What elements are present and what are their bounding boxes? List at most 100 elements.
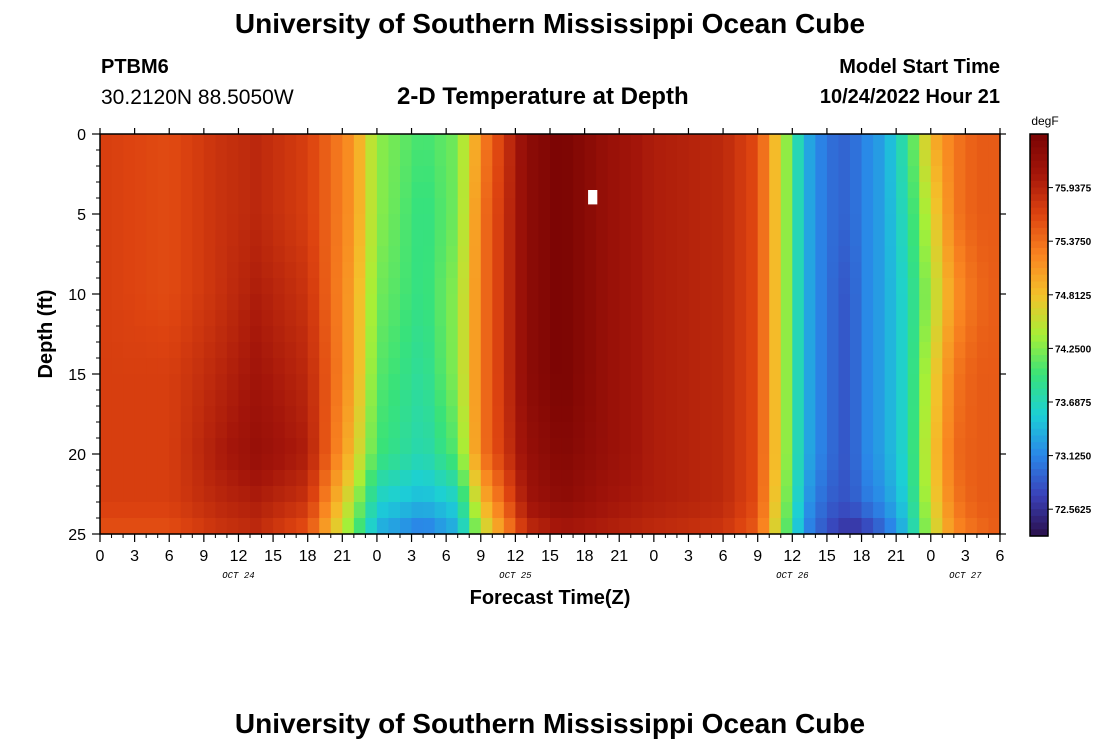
heatmap-cell [700, 518, 713, 535]
heatmap-cell [653, 182, 666, 199]
heatmap-cell [873, 518, 886, 535]
heatmap-cell [284, 502, 297, 519]
heatmap-cell [815, 470, 828, 487]
heatmap-cell [607, 486, 620, 503]
heatmap-cell [665, 502, 678, 519]
heatmap-cell [284, 198, 297, 215]
heatmap-cell [411, 262, 424, 279]
heatmap-cell [550, 470, 563, 487]
heatmap-cell [423, 214, 436, 231]
heatmap-cell [919, 246, 932, 263]
heatmap-cell [676, 390, 690, 407]
heatmap-cell [423, 390, 436, 407]
heatmap-cell [976, 390, 990, 407]
heatmap-cell [342, 326, 355, 343]
heatmap-cell [573, 390, 586, 407]
heatmap-cell [850, 438, 863, 455]
heatmap-cell [526, 198, 540, 215]
heatmap-cell [169, 166, 182, 183]
heatmap-cell [596, 486, 609, 503]
heatmap-cell [850, 294, 863, 311]
x-tick-label: 18 [299, 548, 317, 565]
heatmap-cell [434, 454, 447, 471]
heatmap-cell [942, 454, 955, 471]
heatmap-cell [815, 294, 828, 311]
heatmap-cell [538, 342, 551, 359]
heatmap-cell [492, 454, 505, 471]
heatmap-cell [688, 198, 701, 215]
heatmap-cell [550, 390, 563, 407]
heatmap-cell [411, 390, 424, 407]
heatmap-cell [134, 278, 147, 295]
y-tick-label: 25 [68, 527, 86, 544]
heatmap-cell [273, 406, 286, 423]
heatmap-cell [515, 278, 528, 295]
heatmap-cell [411, 342, 424, 359]
heatmap-cell [988, 374, 1001, 391]
heatmap-cell [815, 358, 828, 375]
heatmap-cell [250, 422, 263, 439]
heatmap-cell [596, 214, 609, 231]
heatmap-cell [653, 246, 666, 263]
heatmap-cell [561, 198, 574, 215]
heatmap-cell [711, 390, 724, 407]
heatmap-cell [446, 262, 459, 279]
heatmap-cell [919, 230, 932, 247]
heatmap-cell [180, 502, 193, 519]
heatmap-cell [711, 374, 724, 391]
heatmap-cell [919, 182, 932, 199]
heatmap-cell [238, 166, 251, 183]
heatmap-cell [123, 150, 136, 167]
colorbar-segment [1030, 214, 1048, 222]
colorbar-segment [1030, 422, 1048, 430]
heatmap-cell [976, 406, 990, 423]
heatmap-cell [976, 166, 990, 183]
heatmap-cell [653, 262, 666, 279]
heatmap-cell [169, 470, 182, 487]
colorbar-segment [1030, 462, 1048, 470]
colorbar-segment [1030, 402, 1048, 410]
heatmap-cell [296, 150, 309, 167]
heatmap-cell [434, 502, 447, 519]
colorbar-segment [1030, 395, 1048, 403]
heatmap-cell [446, 454, 459, 471]
heatmap-cell [400, 326, 413, 343]
heatmap-cell [273, 230, 286, 247]
heatmap-cell [803, 374, 816, 391]
heatmap-cell [503, 198, 516, 215]
heatmap-cell [976, 294, 990, 311]
heatmap-cell [273, 502, 286, 519]
heatmap-cell [273, 326, 286, 343]
colorbar: 75.937575.375074.812574.250073.687573.12… [1029, 133, 1092, 537]
colorbar-segment [1030, 174, 1048, 182]
heatmap-cell [134, 358, 147, 375]
heatmap-cell [319, 438, 332, 455]
heatmap-cell [780, 438, 793, 455]
heatmap-cell [630, 502, 643, 519]
heatmap-cell [573, 518, 586, 535]
heatmap-cell [434, 278, 447, 295]
heatmap-cell [238, 326, 251, 343]
heatmap-cell [434, 518, 447, 535]
heatmap-cell [261, 278, 274, 295]
heatmap-cell [538, 294, 551, 311]
heatmap-cell [619, 374, 632, 391]
heatmap-cell [376, 278, 390, 295]
heatmap-cell [757, 230, 770, 247]
heatmap-cell [942, 438, 955, 455]
heatmap-cell [769, 294, 782, 311]
heatmap-cell [723, 182, 736, 199]
heatmap-cell [930, 310, 943, 327]
heatmap-cell [446, 470, 459, 487]
heatmap-cell [769, 470, 782, 487]
heatmap-cell [365, 438, 378, 455]
heatmap-cell [515, 246, 528, 263]
heatmap-cell [792, 422, 805, 439]
heatmap-cell [134, 134, 147, 151]
heatmap-cell [815, 182, 828, 199]
heatmap-cell [146, 454, 159, 471]
heatmap-cell [815, 390, 828, 407]
heatmap-cell [273, 166, 286, 183]
heatmap-cell [792, 454, 805, 471]
